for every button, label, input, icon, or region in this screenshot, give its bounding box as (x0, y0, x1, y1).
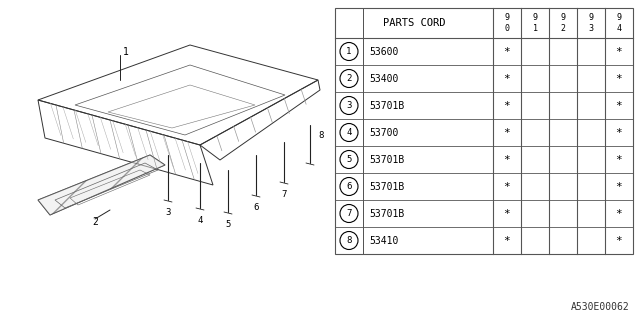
Text: 53701B: 53701B (369, 155, 404, 164)
Text: 53701B: 53701B (369, 209, 404, 219)
Text: *: * (504, 181, 510, 191)
Text: 7: 7 (346, 209, 352, 218)
Text: *: * (616, 155, 622, 164)
Text: 5: 5 (346, 155, 352, 164)
Text: 7: 7 (282, 189, 287, 198)
Text: 2: 2 (92, 217, 98, 227)
Text: *: * (616, 127, 622, 138)
Text: 3: 3 (165, 207, 171, 217)
Text: *: * (504, 127, 510, 138)
Text: 53700: 53700 (369, 127, 398, 138)
Text: 8: 8 (318, 131, 323, 140)
Text: 9
1: 9 1 (532, 13, 538, 33)
Text: 53600: 53600 (369, 46, 398, 57)
Text: 53701B: 53701B (369, 181, 404, 191)
Text: *: * (616, 236, 622, 245)
Text: *: * (616, 46, 622, 57)
Text: PARTS CORD: PARTS CORD (383, 18, 445, 28)
Text: 53410: 53410 (369, 236, 398, 245)
Text: 5: 5 (225, 220, 230, 228)
Text: *: * (616, 209, 622, 219)
Text: 4: 4 (346, 128, 352, 137)
Bar (335, 8, 633, 254)
Text: *: * (504, 100, 510, 110)
Polygon shape (38, 155, 165, 215)
Text: 9
3: 9 3 (589, 13, 593, 33)
Text: *: * (504, 209, 510, 219)
Text: 1: 1 (123, 47, 129, 57)
Text: *: * (504, 155, 510, 164)
Text: *: * (616, 181, 622, 191)
Text: 2: 2 (346, 74, 352, 83)
Text: *: * (504, 46, 510, 57)
Text: 53701B: 53701B (369, 100, 404, 110)
Text: 9
0: 9 0 (504, 13, 509, 33)
Text: 3: 3 (346, 101, 352, 110)
Text: 6: 6 (253, 203, 259, 212)
Text: *: * (504, 74, 510, 84)
Text: 9
4: 9 4 (616, 13, 621, 33)
Text: 1: 1 (346, 47, 352, 56)
Text: 9
2: 9 2 (561, 13, 566, 33)
Text: 53400: 53400 (369, 74, 398, 84)
Text: 8: 8 (346, 236, 352, 245)
Text: 4: 4 (197, 215, 203, 225)
Text: *: * (504, 236, 510, 245)
Text: 6: 6 (346, 182, 352, 191)
Text: *: * (616, 74, 622, 84)
Text: *: * (616, 100, 622, 110)
Text: A530E00062: A530E00062 (572, 302, 630, 312)
